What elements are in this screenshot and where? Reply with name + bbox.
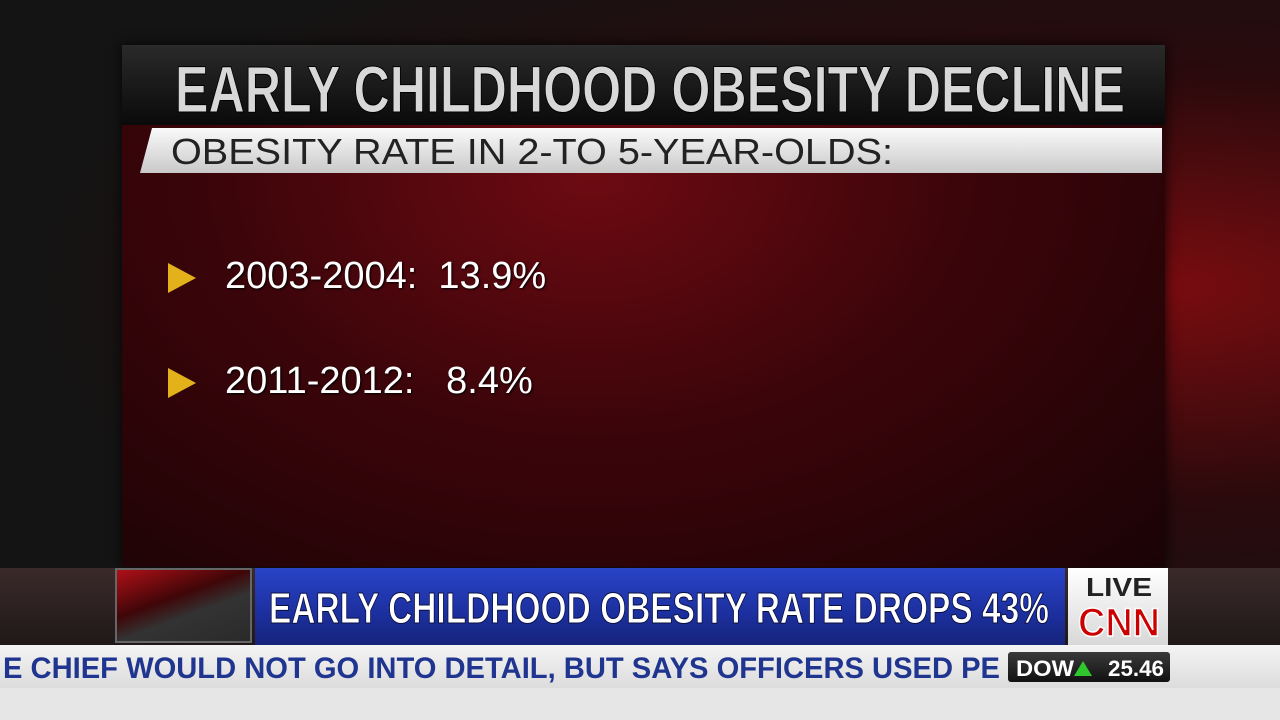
graphic-subtitle: OBESITY RATE IN 2-TO 5-YEAR-OLDS: bbox=[171, 131, 893, 172]
headline-text: EARLY CHILDHOOD OBESITY RATE DROPS 43% bbox=[269, 584, 1049, 633]
thumbnail-image bbox=[115, 568, 252, 643]
bullet-value: 13.9% bbox=[438, 255, 547, 297]
graphic-title-bar: EARLY CHILDHOOD OBESITY DECLINE bbox=[122, 45, 1165, 127]
market-index: DOW bbox=[1016, 656, 1074, 681]
market-change: 25.46 bbox=[1108, 656, 1164, 681]
bullet-value: 8.4% bbox=[446, 360, 533, 402]
graphic-title: EARLY CHILDHOOD OBESITY DECLINE bbox=[175, 52, 1125, 125]
triangle-right-icon bbox=[168, 263, 196, 293]
graphic-subtitle-bar: OBESITY RATE IN 2-TO 5-YEAR-OLDS: bbox=[140, 128, 1162, 173]
up-arrow-icon bbox=[1074, 661, 1092, 676]
ticker-text: E CHIEF WOULD NOT GO INTO DETAIL, BUT SA… bbox=[3, 652, 1000, 685]
live-cnn-bug: LIVE CNN bbox=[1068, 568, 1168, 646]
bullet-period: 2011-2012: bbox=[225, 360, 415, 402]
market-quote: DOW 25.46 bbox=[1008, 652, 1170, 682]
bullet-period: 2003-2004: bbox=[225, 255, 418, 297]
bullet-row: 2011-2012: 8.4% bbox=[225, 360, 533, 403]
headline-banner: EARLY CHILDHOOD OBESITY RATE DROPS 43% bbox=[255, 568, 1065, 645]
triangle-right-icon bbox=[168, 368, 196, 398]
bottom-strip bbox=[0, 688, 1280, 720]
bullet-row: 2003-2004: 13.9% bbox=[225, 255, 546, 298]
live-label: LIVE bbox=[1086, 572, 1152, 602]
cnn-logo: CNN bbox=[1078, 601, 1160, 645]
